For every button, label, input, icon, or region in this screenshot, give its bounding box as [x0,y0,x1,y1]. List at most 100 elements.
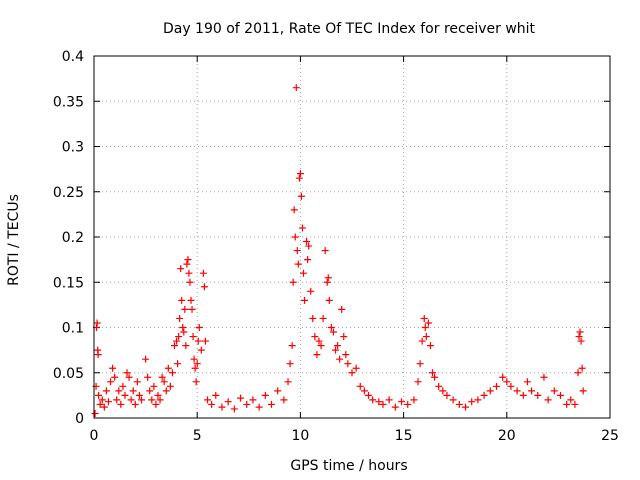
plot-frame [93,55,611,419]
data-point [410,396,418,404]
data-point [414,378,422,386]
data-point [190,355,198,363]
data-point [113,396,121,404]
data-point [385,396,393,404]
data-point [480,391,488,399]
data-point [344,360,352,368]
data-point [296,170,304,178]
data-point [578,364,586,372]
data-point [298,224,306,232]
data-point [274,387,282,395]
data-point [426,342,434,350]
data-point [133,378,141,386]
data-point [416,360,424,368]
data-point [325,296,333,304]
data-point [304,256,312,264]
data-point [418,337,426,345]
data-point [249,396,257,404]
data-point [571,400,579,408]
data-point [534,391,542,399]
data-point [148,396,156,404]
data-point [404,400,412,408]
data-point [431,373,439,381]
x-tick-label: 0 [90,428,99,444]
data-point [261,391,269,399]
data-point [329,328,337,336]
data-point [577,337,585,345]
data-point [95,391,103,399]
data-point [177,265,185,273]
data-point [424,319,432,327]
data-point [179,324,187,331]
data-point [188,305,196,313]
data-point [499,373,507,381]
y-axis-label: ROTI / TECUs [6,194,22,286]
data-point [321,247,329,255]
data-point [486,387,494,395]
axis-ticks: 0 0.05 0.1 0.15 0.2 0.25 0.3 0.35 0.4 0 5 10 15 20 25 [53,49,619,444]
data-point [360,387,368,395]
x-tick-label: 15 [395,428,413,444]
data-point [152,400,160,408]
data-point [324,274,332,282]
data-point [193,360,201,368]
data-point [212,391,220,399]
data-point [268,400,276,408]
data-point [174,360,182,368]
y-tick-label: 0.15 [53,275,84,291]
data-point [121,391,129,399]
data-point [187,296,195,304]
chart-title: Day 190 of 2011, Rate Of TEC Index for r… [163,21,536,37]
data-point [352,364,360,372]
data-point [439,387,447,395]
data-point [305,242,313,250]
data-point [507,382,515,390]
data-point [197,346,205,354]
data-point [315,337,323,345]
data-point [449,396,457,404]
data-point [398,398,406,406]
data-point [334,342,342,350]
data-point [462,403,470,411]
data-point [421,324,429,331]
data-point [294,260,302,268]
y-tick-label: 0 [75,411,84,427]
data-point [293,247,301,255]
data-point [307,287,315,295]
data-point [131,400,139,408]
data-point [528,387,536,395]
data-point [94,351,102,359]
data-point [183,260,191,268]
data-point [297,192,305,200]
data-point [301,296,309,304]
data-point [146,387,154,395]
data-point [556,391,564,399]
data-point [93,319,101,327]
data-point [513,387,521,395]
data-point [204,396,212,404]
data-point [563,400,571,408]
data-point [342,351,350,359]
data-point [422,333,430,341]
data-point [288,342,296,350]
data-point [162,387,170,395]
x-tick-label: 25 [601,428,619,444]
data-point [194,337,202,345]
data-point [428,369,436,377]
data-point [166,382,174,390]
data-point [544,396,552,404]
x-axis-label: GPS time / hours [290,458,407,474]
data-point [107,378,115,386]
data-point [195,324,203,331]
data-point [575,333,583,341]
data-points [91,84,587,417]
data-point [154,391,162,399]
data-point [303,238,311,246]
data-point [100,403,108,411]
data-point [365,391,373,399]
data-point [284,378,292,386]
data-point [289,278,297,286]
data-point [356,382,364,390]
